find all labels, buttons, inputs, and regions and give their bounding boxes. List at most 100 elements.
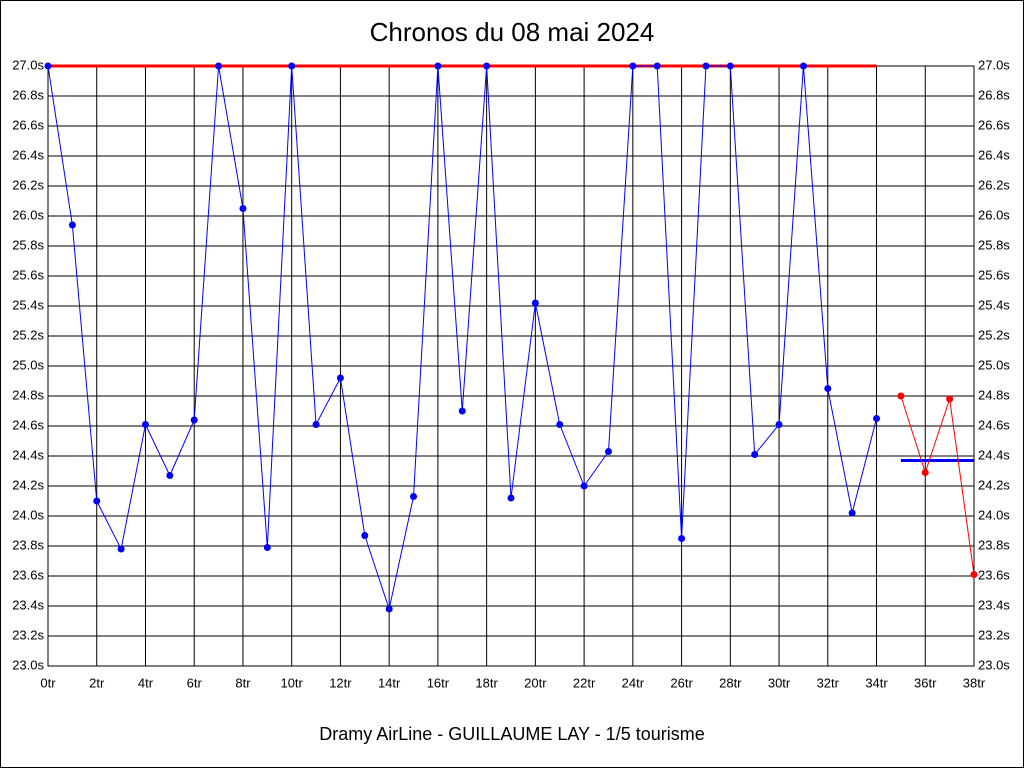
data-point bbox=[921, 469, 929, 476]
y-tick-label-right: 23.6s bbox=[978, 567, 1010, 582]
series-line bbox=[900, 395, 975, 575]
y-tick-label: 25.2s bbox=[12, 327, 44, 342]
data-point bbox=[629, 62, 637, 70]
y-tick-label: 25.4s bbox=[12, 297, 44, 312]
chart-subtitle: Dramy AirLine - GUILLAUME LAY - 1/5 tour… bbox=[319, 724, 704, 744]
data-point bbox=[385, 605, 393, 613]
data-point bbox=[483, 62, 491, 70]
data-point bbox=[166, 472, 174, 479]
y-tick-label: 25.0s bbox=[12, 357, 44, 372]
data-point bbox=[848, 509, 856, 517]
y-tick-label-right: 26.0s bbox=[978, 207, 1010, 222]
data-point bbox=[361, 532, 369, 539]
x-tick-label: 22tr bbox=[573, 675, 596, 690]
data-point bbox=[897, 392, 905, 400]
data-point bbox=[263, 544, 271, 551]
x-tick-label: 2tr bbox=[89, 675, 105, 690]
data-point bbox=[775, 421, 783, 428]
y-tick-label: 24.0s bbox=[12, 507, 44, 522]
data-point bbox=[726, 62, 734, 70]
y-tick-label-right: 26.6s bbox=[978, 117, 1010, 132]
data-point bbox=[531, 299, 539, 307]
data-point bbox=[336, 374, 344, 382]
y-tick-label: 23.2s bbox=[12, 627, 44, 642]
y-tick-label: 26.4s bbox=[12, 147, 44, 162]
x-tick-label: 30tr bbox=[768, 675, 791, 690]
x-tick-label: 6tr bbox=[187, 675, 203, 690]
data-point bbox=[141, 421, 149, 428]
x-tick-label: 36tr bbox=[914, 675, 937, 690]
y-tick-label-right: 25.0s bbox=[978, 357, 1010, 372]
y-tick-label: 27.0s bbox=[12, 57, 44, 72]
data-point bbox=[604, 448, 612, 455]
x-tick-label: 8tr bbox=[235, 675, 251, 690]
data-point bbox=[434, 62, 442, 70]
data-point bbox=[873, 415, 881, 422]
y-tick-label: 26.8s bbox=[12, 87, 44, 102]
data-point bbox=[68, 221, 76, 229]
y-tick-label-right: 25.6s bbox=[978, 267, 1010, 282]
data-point bbox=[312, 421, 320, 428]
x-tick-label: 32tr bbox=[817, 675, 840, 690]
data-point bbox=[117, 545, 125, 553]
data-point bbox=[458, 407, 466, 415]
y-tick-label-right: 26.8s bbox=[978, 87, 1010, 102]
x-tick-label: 20tr bbox=[524, 675, 547, 690]
y-tick-label: 23.0s bbox=[12, 657, 44, 672]
y-tick-label-right: 26.4s bbox=[978, 147, 1010, 162]
y-tick-label: 26.6s bbox=[12, 117, 44, 132]
y-tick-label-right: 23.2s bbox=[978, 627, 1010, 642]
y-tick-label-right: 27.0s bbox=[978, 57, 1010, 72]
y-tick-label: 26.2s bbox=[12, 177, 44, 192]
y-tick-label-right: 24.6s bbox=[978, 417, 1010, 432]
x-tick-label: 38tr bbox=[963, 675, 986, 690]
y-tick-label-right: 25.2s bbox=[978, 327, 1010, 342]
data-point bbox=[239, 205, 247, 212]
y-tick-label: 24.8s bbox=[12, 387, 44, 402]
y-tick-label-right: 24.8s bbox=[978, 387, 1010, 402]
data-point bbox=[678, 535, 686, 542]
x-tick-label: 4tr bbox=[138, 675, 154, 690]
data-point bbox=[507, 494, 515, 502]
data-point bbox=[410, 493, 418, 500]
y-tick-label: 25.6s bbox=[12, 267, 44, 282]
x-tick-label: 34tr bbox=[865, 675, 888, 690]
data-point bbox=[970, 571, 978, 578]
y-tick-label: 24.4s bbox=[12, 447, 44, 462]
y-tick-label-right: 23.4s bbox=[978, 597, 1010, 612]
data-point bbox=[799, 62, 807, 70]
data-point bbox=[288, 62, 296, 70]
y-tick-label-right: 23.8s bbox=[978, 537, 1010, 552]
y-tick-label: 23.8s bbox=[12, 537, 44, 552]
data-point bbox=[44, 62, 52, 70]
data-point bbox=[556, 421, 564, 428]
y-tick-label-right: 23.0s bbox=[978, 657, 1010, 672]
y-tick-label: 24.6s bbox=[12, 417, 44, 432]
y-tick-label: 23.6s bbox=[12, 567, 44, 582]
x-tick-label: 26tr bbox=[670, 675, 693, 690]
y-tick-label: 25.8s bbox=[12, 237, 44, 252]
y-tick-label-right: 24.4s bbox=[978, 447, 1010, 462]
x-tick-label: 14tr bbox=[378, 675, 401, 690]
data-point bbox=[751, 451, 759, 458]
data-point bbox=[93, 497, 101, 505]
data-point bbox=[190, 416, 198, 424]
data-point bbox=[946, 395, 954, 403]
chart-title: Chronos du 08 mai 2024 bbox=[370, 17, 655, 47]
data-point bbox=[702, 62, 710, 70]
y-tick-label: 23.4s bbox=[12, 597, 44, 612]
y-tick-label-right: 24.0s bbox=[978, 507, 1010, 522]
y-tick-label-right: 25.8s bbox=[978, 237, 1010, 252]
y-tick-label: 26.0s bbox=[12, 207, 44, 222]
x-tick-label: 16tr bbox=[427, 675, 450, 690]
x-tick-label: 28tr bbox=[719, 675, 742, 690]
x-tick-label: 10tr bbox=[280, 675, 303, 690]
data-point bbox=[653, 62, 661, 70]
y-tick-label-right: 25.4s bbox=[978, 297, 1010, 312]
x-tick-label: 0tr bbox=[40, 675, 56, 690]
y-tick-label-right: 24.2s bbox=[978, 477, 1010, 492]
data-point bbox=[824, 385, 832, 392]
data-point bbox=[580, 482, 588, 490]
data-point bbox=[215, 62, 223, 70]
